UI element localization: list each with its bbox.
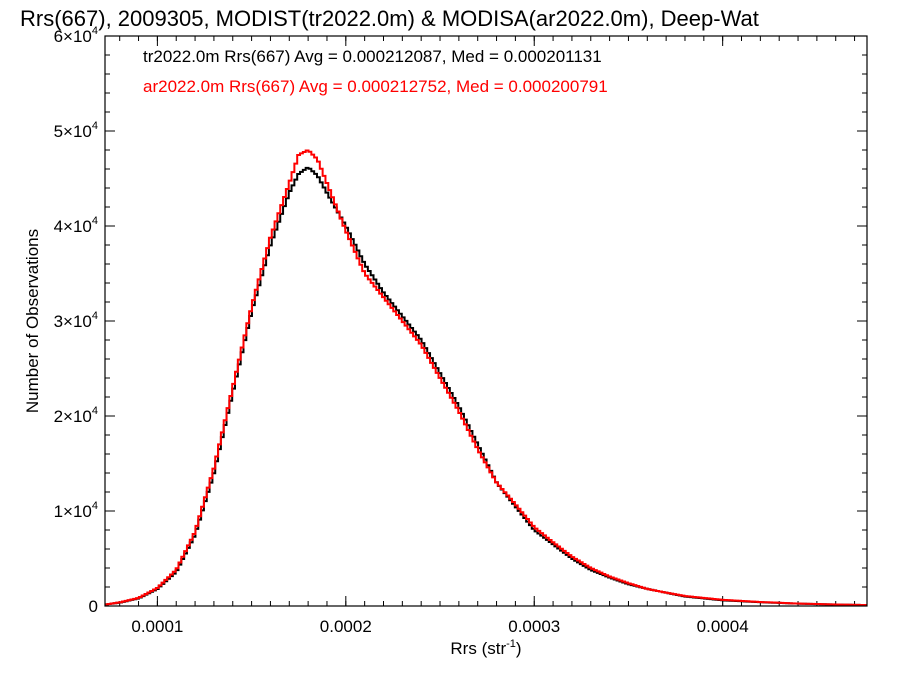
legend-entry-1: tr2022.0m Rrs(667) Avg = 0.000212087, Me… xyxy=(143,47,602,66)
y-tick-label: 3×104 xyxy=(54,310,98,331)
y-tick-label: 4×104 xyxy=(54,215,98,236)
x-tick-labels: 0.0001 0.0002 0.0003 0.0004 xyxy=(131,617,748,636)
series-2-histogram xyxy=(105,149,867,607)
series-1-histogram xyxy=(105,166,867,607)
axis-ticks xyxy=(105,35,867,607)
x-tick-label: 0.0001 xyxy=(131,617,183,636)
y-tick-label: 0 xyxy=(89,597,98,616)
x-tick-label: 0.0002 xyxy=(320,617,372,636)
x-tick-label: 0.0003 xyxy=(508,617,560,636)
plot-frame xyxy=(104,35,868,607)
y-tick-label: 1×104 xyxy=(54,500,98,521)
legend-entry-2: ar2022.0m Rrs(667) Avg = 0.000212752, Me… xyxy=(143,77,608,96)
y-tick-label: 2×104 xyxy=(54,405,98,426)
x-axis-label: Rrs (str-1) xyxy=(450,638,521,658)
y-tick-labels: 0 1×104 2×104 3×104 4×104 5×104 6×104 xyxy=(54,25,98,616)
x-tick-label: 0.0004 xyxy=(697,617,749,636)
y-axis-label: Number of Observations xyxy=(23,229,42,413)
y-tick-label: 6×104 xyxy=(54,25,98,46)
series-layer xyxy=(105,149,867,607)
chart-title: Rrs(667), 2009305, MODIST(tr2022.0m) & M… xyxy=(20,6,759,31)
y-tick-label: 5×104 xyxy=(54,120,98,141)
